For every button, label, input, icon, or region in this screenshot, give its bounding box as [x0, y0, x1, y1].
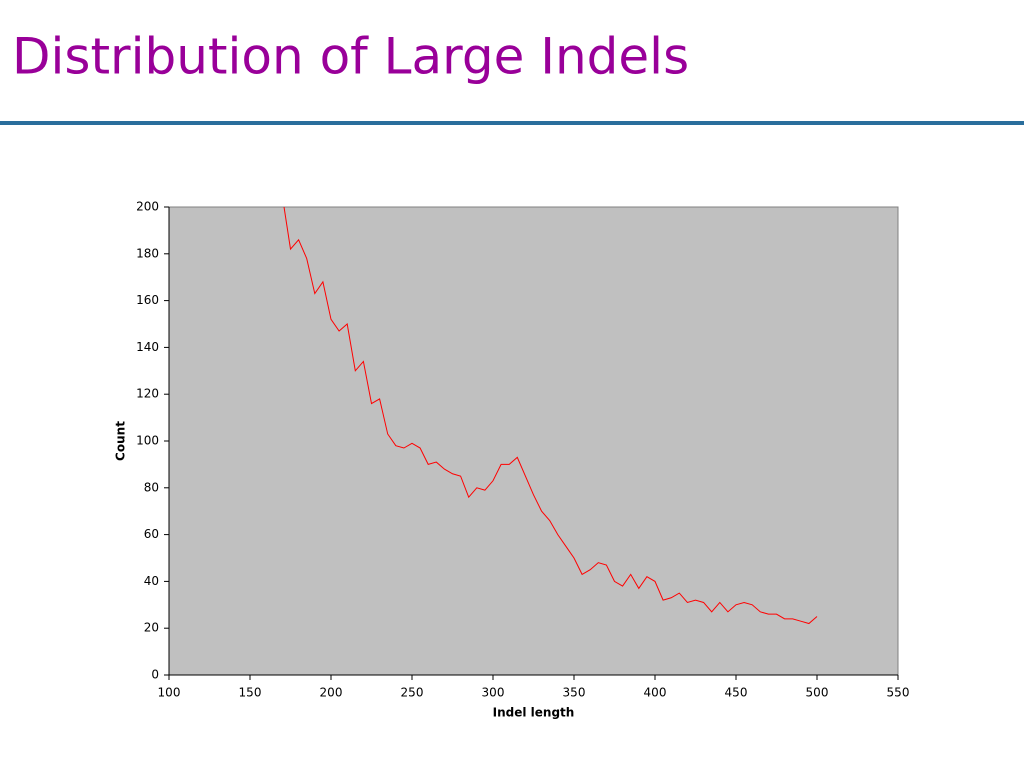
- y-tick-label: 0: [151, 668, 159, 682]
- x-tick-label: 100: [158, 686, 181, 700]
- y-axis-label: Count: [114, 421, 128, 461]
- y-tick-label: 200: [136, 200, 159, 214]
- y-tick-label: 20: [144, 621, 159, 635]
- y-tick-label: 40: [144, 574, 159, 588]
- x-tick-label: 150: [239, 686, 262, 700]
- x-tick-label: 550: [887, 686, 910, 700]
- x-tick-label: 350: [563, 686, 586, 700]
- x-tick-label: 250: [401, 686, 424, 700]
- y-tick-label: 80: [144, 480, 159, 494]
- y-tick-label: 140: [136, 340, 159, 354]
- x-tick-label: 500: [806, 686, 829, 700]
- y-tick-label: 120: [136, 387, 159, 401]
- chart: 0 20 40 60 80 100 120 140 160 180 200 100 150 200 250 3…: [114, 200, 910, 720]
- y-tick-label: 160: [136, 293, 159, 307]
- x-tick-label: 200: [320, 686, 343, 700]
- x-tick-label: 400: [644, 686, 667, 700]
- plot-area: [168, 206, 899, 676]
- data-line: [283, 206, 818, 625]
- y-tick-label: 60: [144, 527, 159, 541]
- slide-title: Distribution of Large Indels: [12, 28, 689, 86]
- y-tick-label: 100: [136, 434, 159, 448]
- x-tick-label: 300: [482, 686, 505, 700]
- y-tick-label: 180: [136, 246, 159, 260]
- x-axis-label: Indel length: [493, 706, 575, 720]
- title-rule: [0, 121, 1024, 125]
- x-tick-label: 450: [725, 686, 748, 700]
